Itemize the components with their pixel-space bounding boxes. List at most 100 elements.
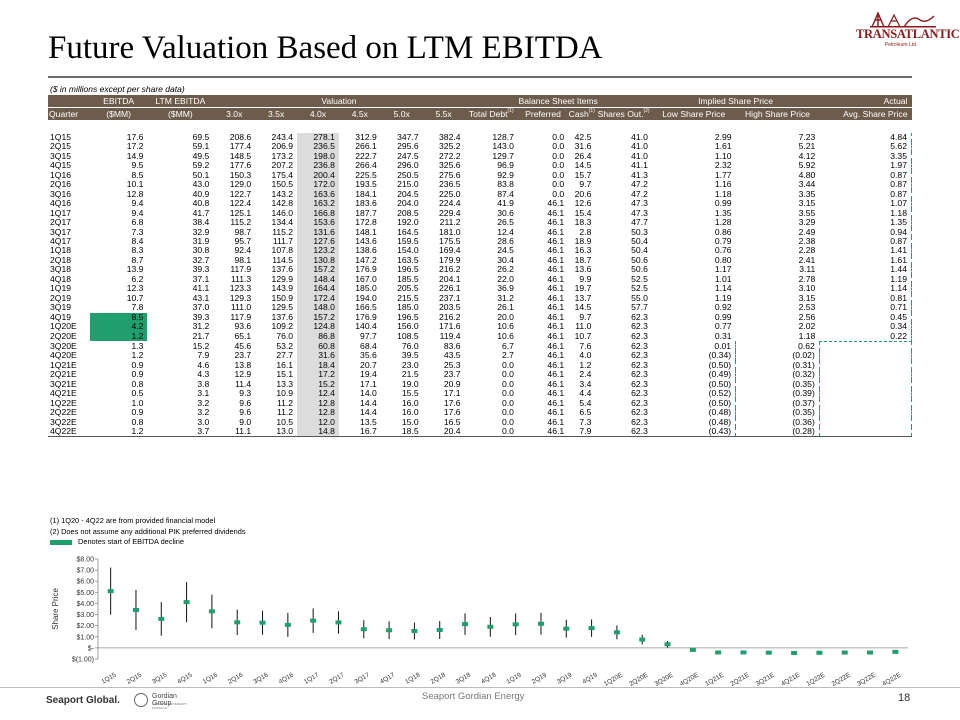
table-cell: 46.1 (547, 389, 565, 399)
table-cell: 143.6 (355, 236, 377, 246)
quarter-cell: 3Q22E (50, 417, 77, 427)
table-cell: 20.9 (443, 379, 461, 389)
table-cell: 172.8 (355, 218, 377, 228)
quarter-cell: 2Q16 (50, 180, 72, 190)
table-cell: 4.4 (579, 389, 592, 399)
table-cell: 46.1 (547, 265, 565, 275)
logo-wordmark: TRANSATLANTIC (856, 27, 960, 41)
table-cell: 0.79 (714, 236, 732, 246)
table-cell: 196.5 (397, 312, 419, 322)
table-cell: 216.2 (439, 265, 461, 275)
table-cell (819, 408, 913, 418)
table-cell: (0.49) (651, 370, 737, 380)
table-cell: 1.01 (714, 274, 732, 284)
table-cell: 0.80 (714, 255, 732, 265)
units-note: ($ in millions except per share data) (50, 84, 185, 94)
table-cell: 20.4 (422, 427, 465, 438)
table-cell: 46.1 (547, 360, 565, 370)
table-cell: 1.10 (714, 151, 732, 161)
midpoint-marker (588, 626, 595, 631)
table-cell: 46.1 (547, 303, 565, 313)
footer-divider (0, 687, 960, 688)
table-cell: 38.4 (192, 218, 210, 228)
table-cell: 3.1 (197, 389, 210, 399)
x-tick-label: 2Q17 (328, 671, 346, 685)
table-cell: 163.6 (297, 189, 339, 200)
table-cell: 9.6 (239, 408, 252, 418)
midpoint-marker (462, 622, 469, 627)
table-cell: 200.4 (297, 170, 339, 181)
table-row: 3Q17 7.3 32.9 98.7 115.2 131.6 148.1 164.5 181.0… (48, 227, 913, 237)
table-cell: 41.1 (192, 284, 210, 294)
table-cell: (0.39) (735, 389, 820, 399)
table-cell: 236.5 (297, 142, 339, 152)
header-valuation: Valuation (213, 95, 465, 108)
table-cell: 1.61 (714, 142, 732, 152)
table-cell: 117.9 (230, 312, 252, 322)
table-cell: (0.28) (735, 427, 820, 438)
table-cell: 0.87 (819, 180, 913, 190)
table-cell: 1.97 (819, 161, 913, 171)
table-cell: 43.1 (192, 293, 210, 303)
quarter-cell: 1Q18 (50, 246, 72, 256)
footnotes: (1) 1Q20 - 4Q22 are from provided financ… (50, 516, 246, 548)
table-cell: 169.4 (439, 246, 461, 256)
table-cell: 7.23 (798, 133, 816, 142)
table-cell: (0.32) (735, 370, 820, 380)
table-cell: 37.1 (192, 274, 210, 284)
table-cell: 11.0 (575, 322, 592, 332)
table-cell: 41.1 (631, 161, 648, 171)
table-cell: 12.4 (497, 227, 514, 237)
table-cell: 143.9 (271, 284, 294, 294)
header-ebitda: EBITDA (89, 95, 148, 108)
table-cell: 154.0 (397, 246, 419, 256)
table-cell: 60.8 (297, 341, 339, 352)
table-cell: 3.4 (579, 379, 592, 389)
table-cell: 1.14 (819, 284, 913, 294)
table-cell: 0.86 (714, 227, 732, 237)
table-cell: 278.1 (297, 133, 339, 143)
table-cell: 14.4 (360, 408, 377, 418)
table-cell: 143.0 (492, 142, 514, 152)
table-cell: 167.0 (355, 274, 377, 284)
x-tick-label: 4Q17 (379, 671, 397, 685)
table-cell: 9.0 (239, 417, 252, 427)
table-cell: 2.02 (798, 322, 816, 332)
subheader-shares-out: Shares Out.(2) (595, 107, 652, 120)
table-cell: 250.5 (397, 170, 419, 180)
midpoint-marker (234, 620, 241, 625)
x-tick-label: 4Q19 (581, 671, 599, 685)
table-cell: 1.41 (819, 246, 913, 256)
table-cell: 4.3 (197, 370, 210, 380)
table-cell: 3.55 (798, 208, 816, 218)
table-cell: 131.6 (297, 227, 339, 237)
table-cell: 14.5 (574, 161, 592, 171)
subheader-4x: 4.0x (297, 107, 339, 120)
table-cell: 17.1 (360, 379, 377, 389)
table-cell: 13.5 (360, 417, 377, 427)
table-cell: 57.7 (631, 303, 648, 313)
x-tick-label: 1Q17 (303, 671, 321, 685)
x-tick-label: 1Q16 (202, 671, 220, 685)
y-tick-label: $3.00 (76, 612, 94, 619)
subheader-high-price: High Share Price (735, 107, 820, 120)
table-cell: 16.0 (401, 408, 419, 418)
table-cell: 4.6 (197, 360, 210, 370)
page-number: 18 (898, 692, 911, 704)
table-cell: 43.0 (192, 180, 210, 190)
midpoint-marker (537, 621, 544, 626)
table-cell: 17.6 (126, 133, 144, 142)
quarter-cell: 4Q20E (50, 351, 77, 361)
table-cell: 40.9 (192, 189, 210, 199)
table-row: 1Q18 8.3 30.8 92.4 107.8 123.2 138.6 154.0 169.4… (48, 246, 913, 256)
table-cell: 122.7 (229, 189, 252, 199)
table-cell: 13.0 (255, 427, 298, 438)
table-cell: 10.9 (276, 389, 294, 399)
shares-footnote-ref: (2) (643, 108, 650, 114)
table-cell: 14.5 (574, 303, 592, 313)
y-axis-title: Share Price (51, 588, 60, 630)
table-cell: 10.7 (126, 293, 144, 303)
table-cell: 2.28 (798, 246, 816, 256)
table-cell: 1.77 (714, 170, 732, 180)
table-cell: 86.8 (297, 331, 339, 342)
